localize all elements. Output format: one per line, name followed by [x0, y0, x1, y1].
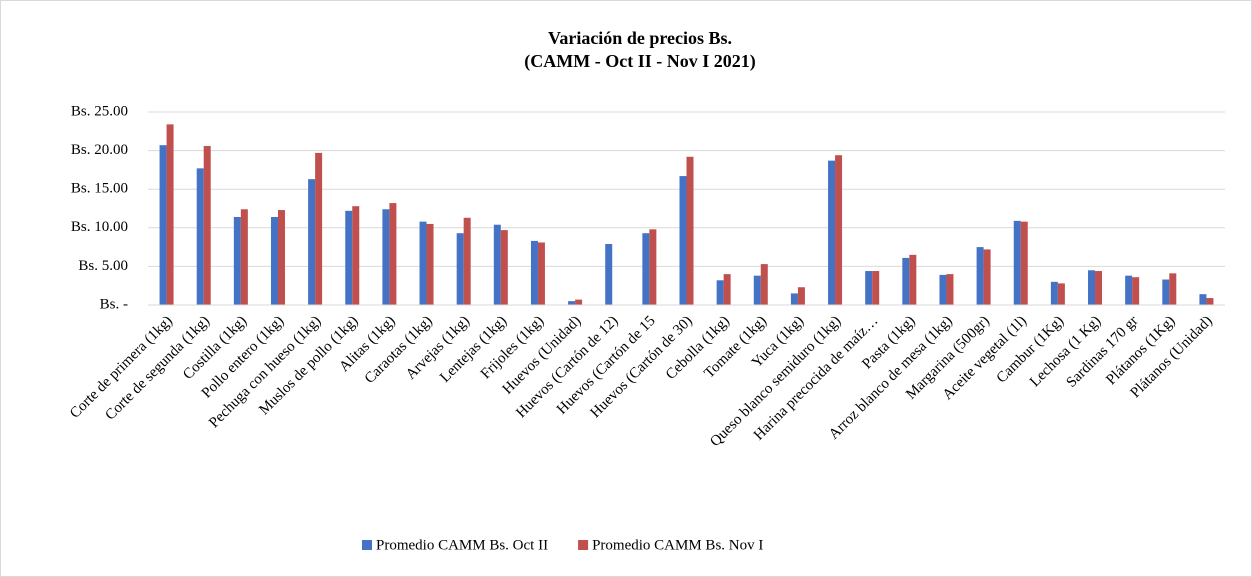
bar [828, 160, 836, 305]
bar [1050, 281, 1058, 305]
bar [537, 242, 545, 305]
bar [1020, 221, 1028, 305]
y-tick-label: Bs. 5.00 [78, 258, 128, 274]
bar [426, 223, 434, 305]
bar [716, 280, 724, 305]
bar [1057, 283, 1065, 305]
bar [419, 221, 427, 305]
bar [382, 209, 390, 305]
y-tick-label: Bs. 10.00 [71, 219, 128, 235]
bar [1125, 275, 1133, 305]
bar [277, 210, 285, 305]
bar [753, 275, 761, 305]
y-tick-label: Bs. - [100, 296, 128, 312]
bar [1162, 279, 1170, 305]
bar [203, 145, 211, 305]
legend-swatch [362, 540, 372, 550]
chart-title: Variación de precios Bs. [548, 28, 732, 48]
bar [389, 203, 397, 305]
bar [345, 210, 353, 305]
legend-label: Promedio CAMM Bs. Nov I [592, 537, 763, 553]
bar [1095, 271, 1103, 305]
bar [902, 257, 910, 305]
y-tick-label: Bs. 25.00 [71, 103, 128, 119]
bar [760, 264, 768, 305]
bar [909, 254, 917, 305]
bar [797, 287, 805, 305]
bar [456, 233, 464, 305]
bar [575, 299, 583, 305]
bar [1132, 277, 1140, 305]
bar [642, 233, 650, 305]
chart-subtitle: (CAMM - Oct II - Nov I 2021) [524, 51, 755, 72]
bar [1088, 270, 1096, 305]
bar [946, 274, 954, 305]
bar [352, 206, 360, 305]
bar [1199, 294, 1207, 305]
bar [166, 124, 174, 306]
y-tick-label: Bs. 15.00 [71, 181, 128, 197]
bar [315, 152, 323, 305]
bar [649, 229, 657, 305]
bar [568, 301, 576, 305]
bar [939, 274, 947, 305]
bar [835, 155, 843, 305]
bar [530, 240, 538, 305]
bar [976, 247, 984, 305]
bar [1206, 298, 1214, 305]
bar [463, 217, 471, 305]
bar [240, 209, 248, 305]
bar [723, 274, 731, 305]
bar [500, 230, 508, 305]
bar [790, 293, 798, 305]
bar [872, 271, 880, 305]
bar [196, 168, 204, 305]
bar [686, 156, 694, 305]
bar [308, 179, 316, 305]
bar [493, 224, 501, 305]
bar [605, 244, 613, 305]
y-tick-label: Bs. 20.00 [71, 142, 128, 158]
legend-swatch [578, 540, 589, 550]
bar [679, 176, 687, 305]
bar [865, 271, 873, 305]
bar [233, 216, 241, 305]
legend-label: Promedio CAMM Bs. Oct II [376, 537, 548, 553]
bar [1169, 273, 1177, 305]
bar [159, 145, 167, 305]
bar [1013, 220, 1021, 305]
bar [270, 216, 278, 305]
bar [983, 249, 991, 305]
